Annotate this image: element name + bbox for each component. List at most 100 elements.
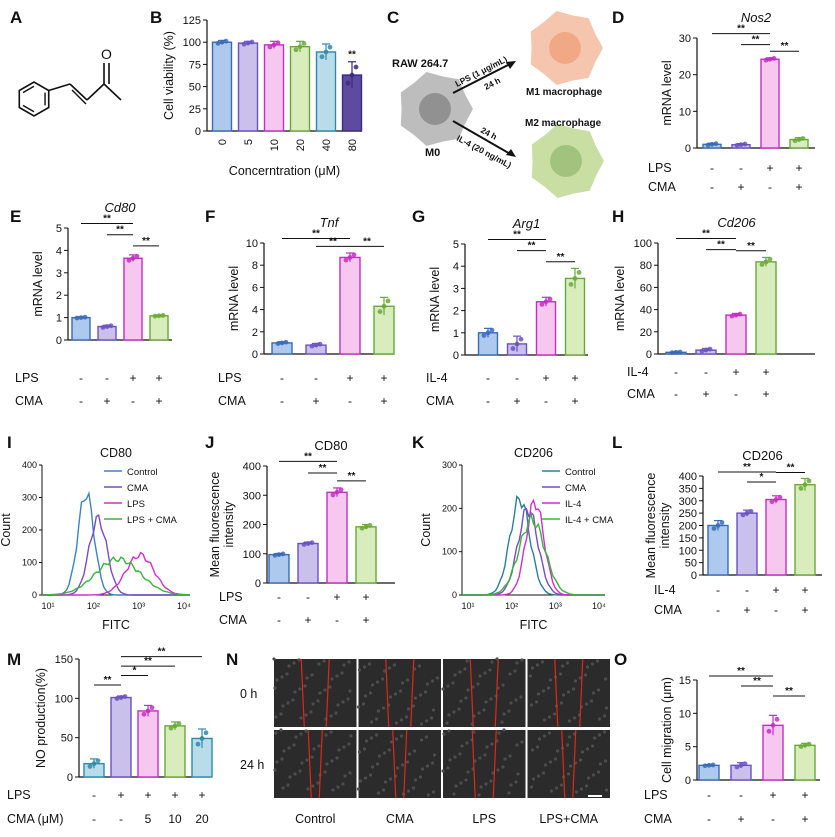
cell-texture (328, 685, 332, 689)
cell-texture (282, 749, 286, 753)
data-point-H (729, 313, 735, 319)
micrograph-1-2 (443, 730, 526, 798)
cell-texture (490, 742, 494, 746)
significance-label-J: ** (304, 451, 312, 462)
condition-mark-M: 5 (145, 812, 152, 826)
bar-B-2 (263, 44, 285, 132)
data-point-B (293, 47, 299, 53)
bar-L-3 (794, 483, 816, 576)
condition-mark-O: + (737, 812, 744, 826)
y-tick-label-J: 0 (255, 578, 261, 590)
data-point-D (771, 55, 777, 61)
y-label-H: mRNA level (613, 266, 627, 331)
cell-texture (387, 666, 392, 670)
data-point-M (87, 764, 93, 769)
y-tick-label-B: 75 (189, 59, 201, 71)
wound-edge-right (492, 729, 497, 799)
condition-mark-G: + (571, 394, 578, 408)
condition-mark-M: + (144, 788, 151, 802)
data-point-B (327, 44, 333, 50)
cell-texture (274, 715, 278, 719)
condition-label-M: LPS (7, 788, 31, 802)
cell-texture (358, 779, 363, 783)
panel-letter-D: D (612, 8, 624, 27)
bar-B-4 (315, 51, 337, 132)
y-tick-label-J: 300 (243, 490, 261, 502)
wound-edge-left (392, 729, 397, 799)
cell-texture (534, 700, 539, 704)
condition-label-D: LPS (648, 161, 672, 175)
cell-texture (501, 765, 505, 769)
condition-mark-J: - (306, 590, 310, 604)
y-tick-label-G: 0 (453, 350, 459, 362)
cell-texture (568, 764, 573, 768)
bar-O-3 (794, 744, 816, 781)
cell-texture (323, 770, 327, 774)
cell-texture (441, 769, 445, 773)
condition-mark-J: - (335, 613, 339, 627)
y-tick-label-G: 2 (453, 306, 459, 318)
panel-letter-J: J (205, 433, 214, 452)
wound-edge-left (471, 729, 476, 799)
data-point-F (351, 252, 357, 258)
wound-edge-right (318, 729, 323, 799)
cell-texture (407, 752, 412, 756)
cell-texture (451, 681, 455, 685)
cell-texture (432, 753, 437, 757)
cell-texture (381, 706, 386, 710)
cell-texture (304, 729, 308, 733)
data-point-G (489, 327, 495, 333)
data-point-H (677, 349, 683, 355)
data-point-M (168, 725, 174, 731)
y-label-L: intensity (658, 502, 672, 549)
condition-mark-O: + (769, 788, 776, 802)
condition-mark-F: + (346, 371, 353, 385)
cell-texture (329, 730, 333, 734)
panel-letter-M: M (7, 650, 21, 669)
condition-mark-H: - (674, 387, 678, 401)
cell-texture (596, 770, 601, 774)
condition-mark-E: - (79, 394, 83, 408)
condition-mark-G: + (571, 371, 578, 385)
condition-mark-F: - (280, 394, 284, 408)
cell-texture (374, 733, 379, 737)
condition-mark-G: + (513, 394, 520, 408)
cell-texture (394, 721, 399, 725)
x-tick-label-K: 10⁴ (592, 601, 606, 611)
cell-texture (288, 775, 292, 779)
cell-texture (377, 754, 382, 758)
cell-texture (389, 740, 394, 744)
cell-texture (453, 755, 457, 759)
cell-texture (273, 686, 277, 690)
cell-texture (453, 673, 457, 677)
data-point-O (798, 744, 804, 749)
cell-texture (592, 736, 597, 740)
cell-texture (602, 730, 607, 734)
condition-label-J: LPS (219, 590, 243, 604)
y-tick-label-M: 50 (61, 733, 73, 745)
cell-texture (458, 752, 462, 756)
condition-mark-D: + (795, 180, 802, 194)
bar-E-3 (149, 315, 169, 341)
cell-texture (604, 788, 609, 792)
cell-texture (322, 659, 326, 663)
y-label-J: intensity (222, 501, 236, 548)
cell-texture (448, 758, 452, 762)
cell-texture (465, 659, 469, 663)
y-tick-label-G: 4 (453, 261, 459, 273)
cell-texture (482, 708, 486, 712)
data-point-J (280, 551, 286, 557)
cell-texture (484, 700, 488, 704)
cell-texture (280, 675, 284, 679)
data-point-F (343, 257, 349, 263)
condition-mark-O: - (707, 788, 711, 802)
data-point-O (770, 722, 776, 728)
condition-label-L: IL-4 (654, 583, 676, 597)
cell-texture (279, 728, 283, 732)
data-point-B (267, 44, 273, 50)
significance-label-F: ** (329, 236, 337, 247)
y-tick-label-E: 4 (56, 245, 62, 257)
condition-mark-E: + (103, 394, 110, 408)
cell-texture (464, 696, 468, 700)
cell-texture (420, 767, 425, 771)
